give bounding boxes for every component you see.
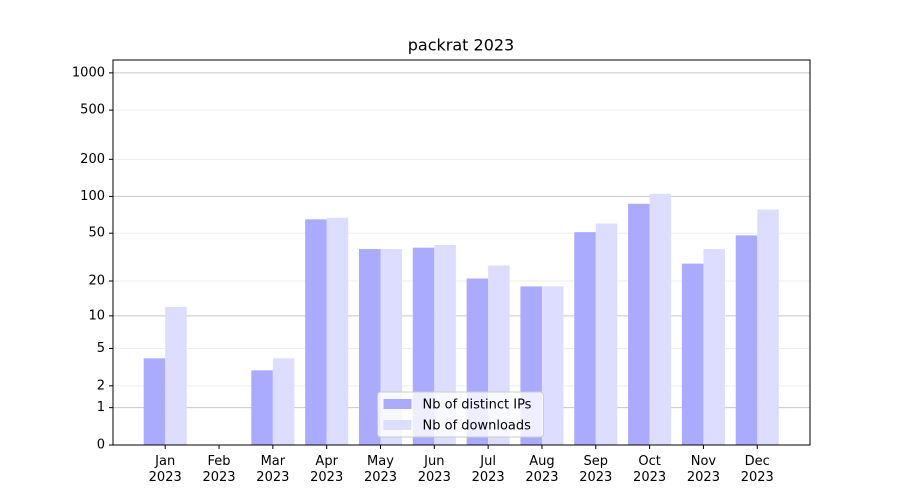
bar bbox=[595, 223, 618, 445]
plot-frame bbox=[112, 59, 811, 446]
bar bbox=[165, 306, 187, 445]
legend-label: Nb of downloads bbox=[423, 419, 532, 434]
x-tick-label: Jul 2023 bbox=[472, 454, 505, 485]
legend-label: Nb of distinct IPs bbox=[423, 398, 532, 413]
y-tick-label: 1000 bbox=[72, 65, 105, 80]
x-tick-label: Nov 2023 bbox=[687, 454, 720, 485]
x-tick-label: Jun 2023 bbox=[418, 454, 451, 485]
bar bbox=[272, 358, 295, 445]
bar bbox=[735, 235, 758, 445]
bar bbox=[628, 203, 650, 445]
y-tick-label: 0 bbox=[97, 438, 105, 453]
bar bbox=[326, 217, 349, 445]
x-tick-label: Dec 2023 bbox=[741, 454, 774, 485]
bar bbox=[541, 286, 564, 445]
x-tick-label: Mar 2023 bbox=[256, 454, 289, 485]
bar bbox=[358, 249, 381, 445]
x-tick-label: Sep 2023 bbox=[579, 454, 612, 485]
x-tick-label: May 2023 bbox=[364, 454, 397, 485]
x-tick-label: Jan 2023 bbox=[149, 454, 182, 485]
bar bbox=[703, 249, 725, 445]
x-tick-label: Apr 2023 bbox=[310, 454, 343, 485]
bar bbox=[681, 263, 704, 445]
bar bbox=[251, 370, 273, 445]
bar bbox=[305, 219, 327, 445]
y-tick-label: 200 bbox=[80, 152, 105, 167]
bar bbox=[574, 232, 596, 445]
legend-swatch bbox=[383, 420, 412, 430]
bar bbox=[757, 209, 779, 445]
bar bbox=[649, 193, 672, 445]
y-tick-label: 100 bbox=[80, 189, 105, 204]
y-tick-label: 500 bbox=[80, 103, 105, 118]
legend: Nb of distinct IPs Nb of downloads bbox=[377, 391, 544, 438]
y-tick-label: 10 bbox=[88, 308, 105, 323]
x-tick-label: Oct 2023 bbox=[633, 454, 666, 485]
legend-swatch bbox=[383, 399, 412, 409]
x-tick-label: Feb 2023 bbox=[202, 454, 235, 485]
y-tick-label: 20 bbox=[88, 274, 105, 289]
y-tick-label: 2 bbox=[97, 378, 105, 393]
x-tick-label: Aug 2023 bbox=[525, 454, 558, 485]
bar bbox=[143, 358, 166, 445]
y-tick-label: 5 bbox=[97, 341, 105, 356]
y-tick-label: 1 bbox=[97, 400, 105, 415]
legend-box bbox=[377, 391, 544, 438]
y-tick-label: 50 bbox=[88, 226, 105, 241]
chart-title: packrat 2023 bbox=[408, 36, 514, 55]
